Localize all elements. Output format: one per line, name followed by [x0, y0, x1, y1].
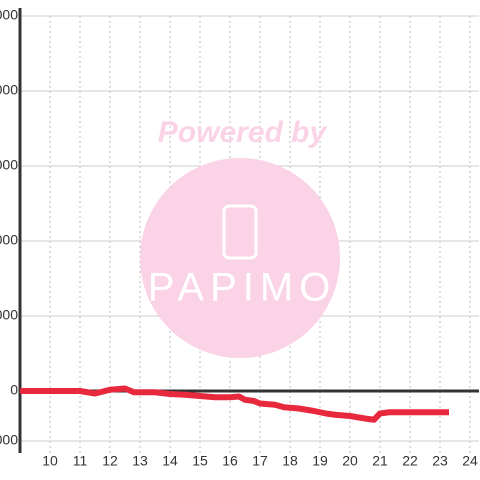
- watermark-phone: [222, 204, 258, 260]
- y-tick-label: 30,000: [0, 307, 18, 323]
- data-line: [20, 385, 449, 423]
- x-tick-label: 11: [73, 453, 88, 469]
- x-tick-label: 23: [432, 453, 448, 469]
- x-tick-label: 21: [372, 453, 388, 469]
- x-tick-label: 10: [42, 453, 58, 469]
- x-tick-label: 17: [252, 453, 268, 469]
- x-tick-label: 13: [132, 453, 148, 469]
- x-tick-label: 19: [312, 453, 328, 469]
- y-tick-label: -20,000: [0, 432, 18, 448]
- x-tick-label: 16: [222, 453, 238, 469]
- watermark-text: Powered by: [158, 116, 328, 149]
- x-tick-label: 18: [282, 453, 298, 469]
- x-tick-label: 24: [462, 453, 478, 469]
- x-tick-label: 20: [342, 453, 358, 469]
- y-tick-label: 120,000: [0, 82, 18, 98]
- y-tick-label: 150,000: [0, 7, 18, 23]
- y-tick-label: 90,000: [0, 157, 18, 173]
- x-tick-label: 12: [102, 453, 118, 469]
- x-tick-label: 22: [402, 453, 418, 469]
- x-tick-label: 15: [192, 453, 208, 469]
- y-tick-label: 60,000: [0, 232, 18, 248]
- watermark-logo: PAPIMO: [148, 266, 337, 310]
- y-tick-label: 0: [10, 382, 18, 398]
- x-tick-label: 14: [162, 453, 178, 469]
